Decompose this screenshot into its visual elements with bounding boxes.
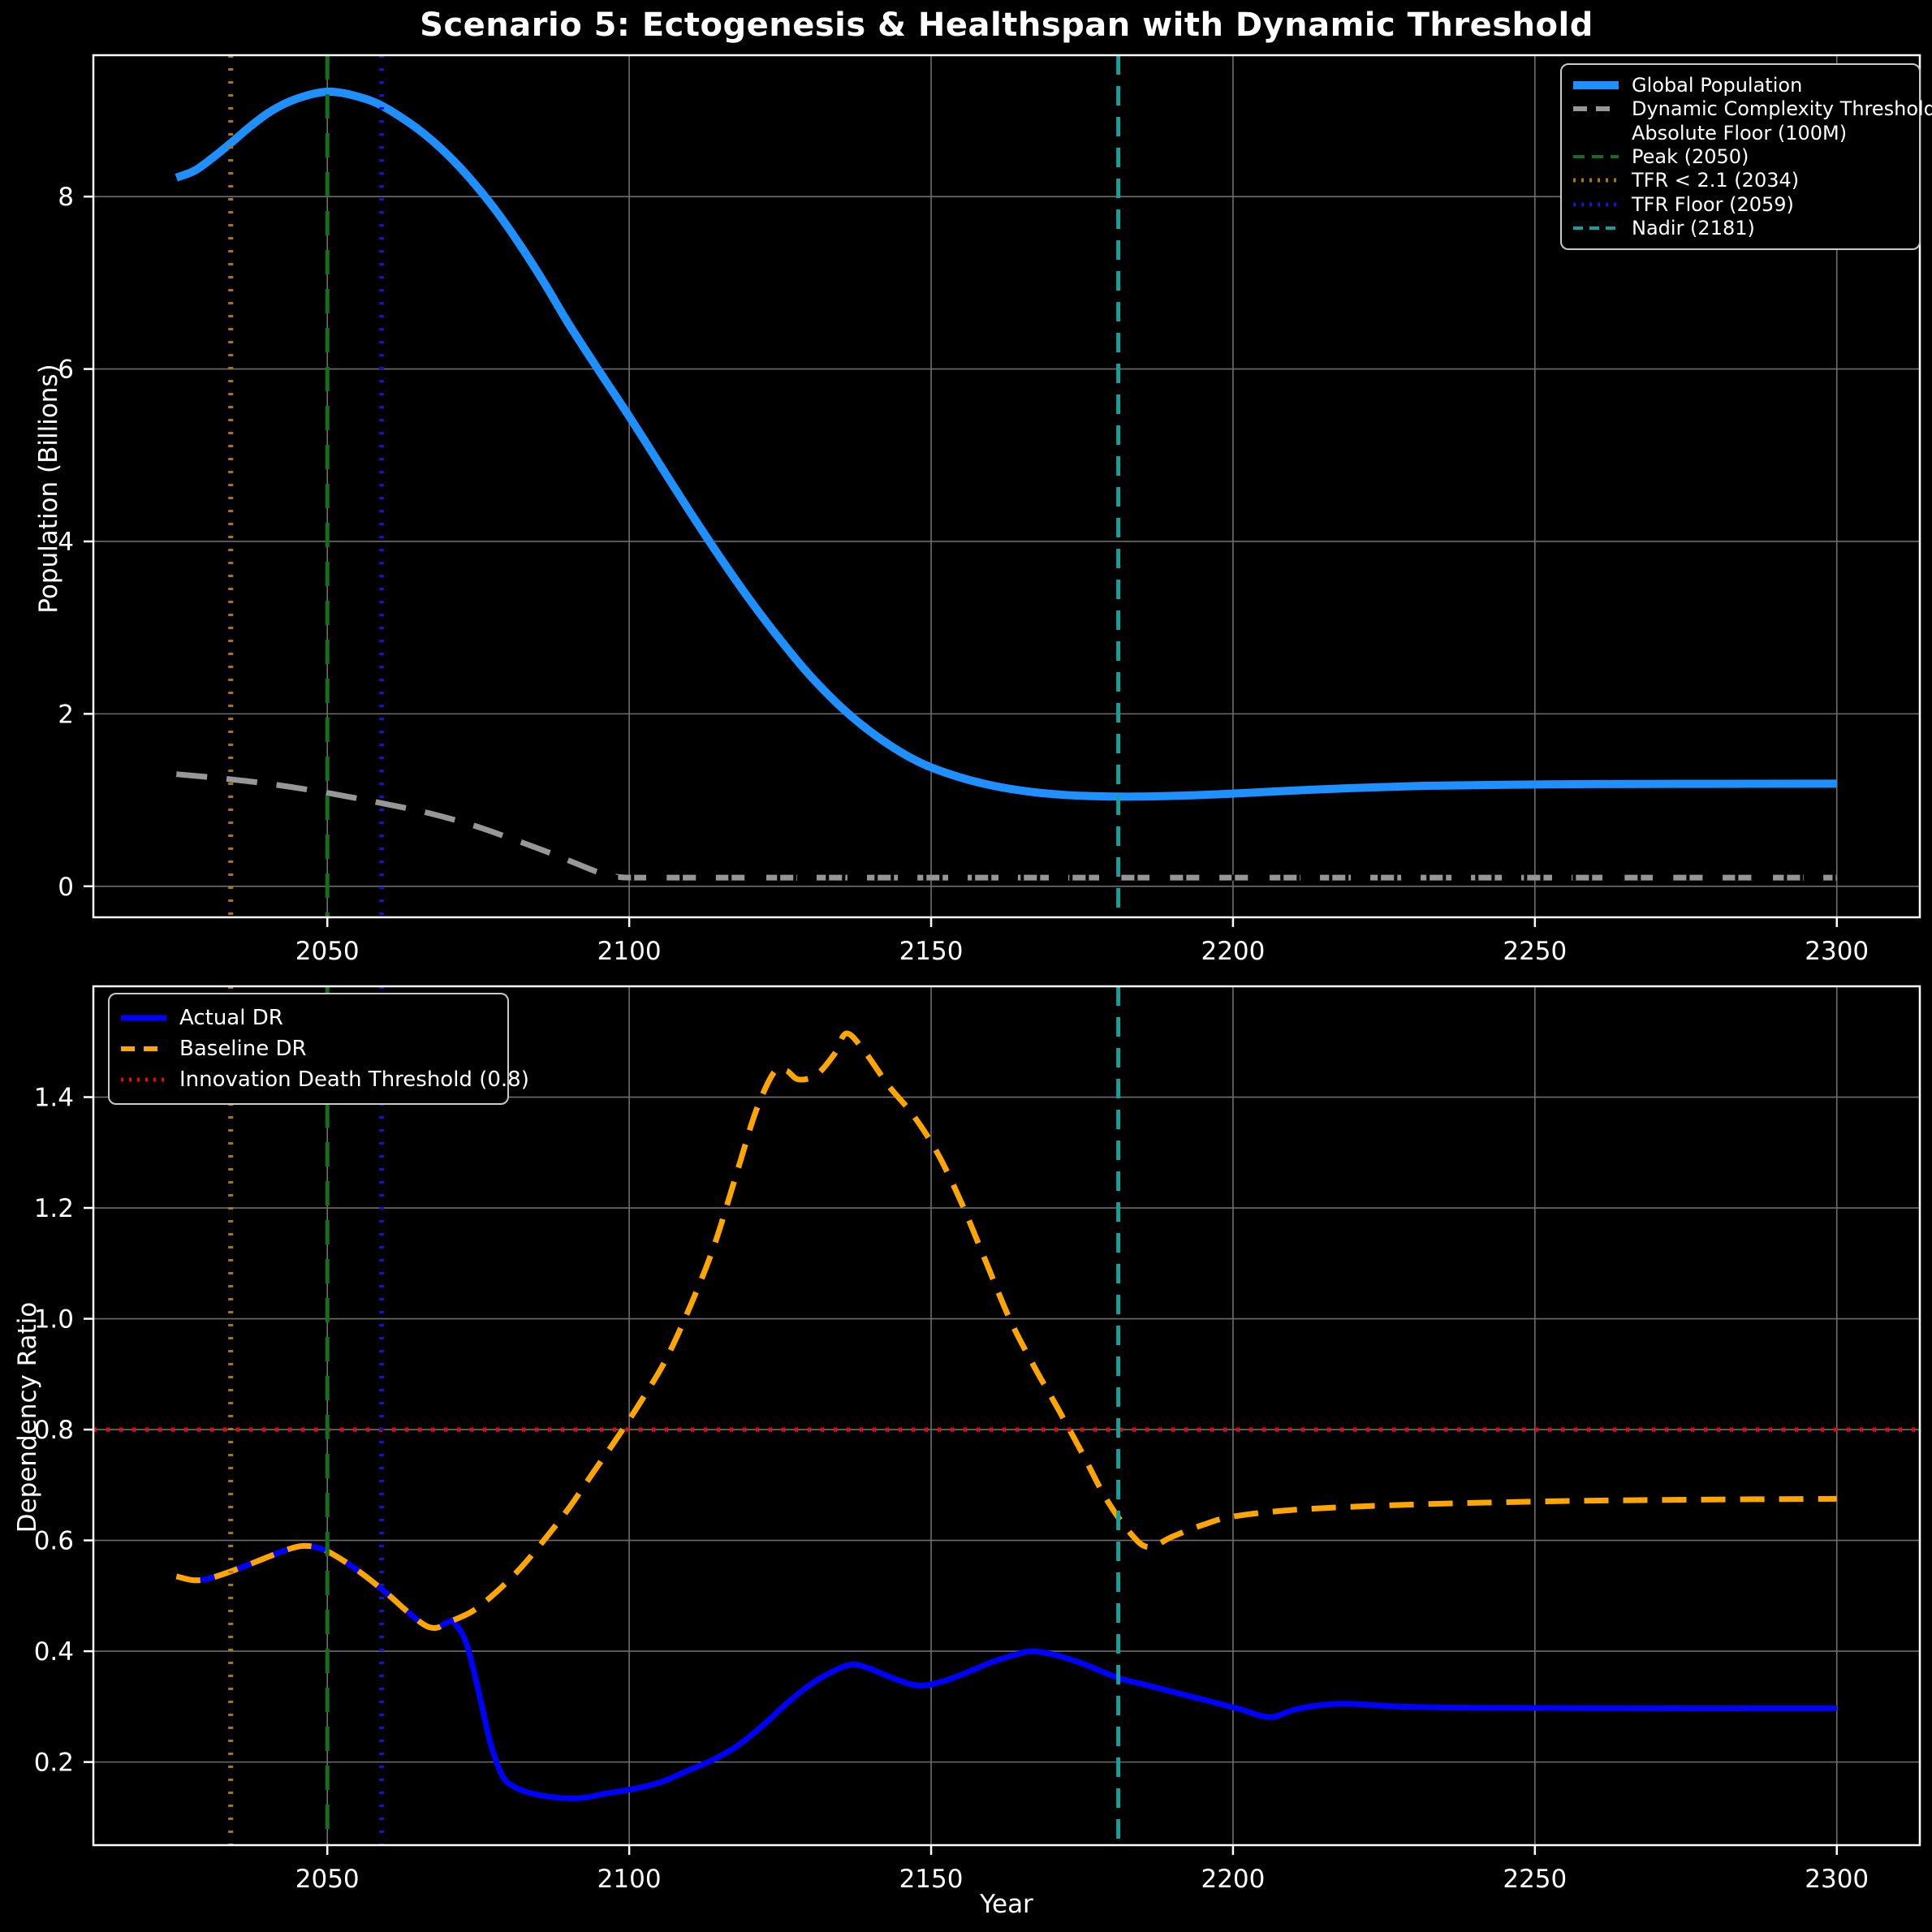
legend-item-tfr-floor-2059: TFR Floor (2059) [1573, 193, 1904, 216]
y-tick-label: 2 [58, 700, 74, 729]
legend-swatch-baseline-dr-icon [121, 1046, 166, 1051]
legend-item-nadir-2181: Nadir (2181) [1573, 217, 1904, 239]
y-tick-label: 4 [58, 528, 74, 557]
legend-label: Baseline DR [179, 1037, 307, 1061]
legend-swatch-absolute-floor-100m-icon [1573, 130, 1619, 136]
legend-label: Dynamic Complexity Threshold [1632, 97, 1932, 121]
legend-item-dynamic-complexity-threshold: Dynamic Complexity Threshold [1573, 97, 1932, 120]
legend-item-tfr-2-1-2034: TFR < 2.1 (2034) [1573, 169, 1904, 192]
x-tick-label: 2200 [1201, 937, 1265, 966]
x-tick-label: 2250 [1503, 1865, 1567, 1894]
legend-swatch-dynamic-complexity-threshold-icon [1573, 106, 1619, 112]
baseline-dr-line [175, 1030, 1837, 1632]
x-tick-label: 2150 [899, 937, 964, 966]
dynamic-complexity-threshold-line [175, 771, 1837, 881]
legend-swatch-global-population-icon [1573, 80, 1619, 89]
legend-label: TFR < 2.1 (2034) [1632, 169, 1800, 192]
bottom-y-axis-label: Dependency Ratio [13, 1301, 42, 1533]
y-tick-label: 1.4 [34, 1084, 74, 1113]
legend-item-absolute-floor-100m: Absolute Floor (100M) [1573, 122, 1904, 144]
y-tick-label: 0.4 [34, 1637, 74, 1667]
y-tick-label: 1.2 [34, 1194, 74, 1223]
chart-title: Scenario 5: Ectogenesis & Healthspan wit… [420, 6, 1593, 44]
x-tick-label: 2050 [295, 937, 360, 966]
y-tick-label: 0.6 [34, 1527, 74, 1556]
x-tick-label: 2300 [1805, 937, 1869, 966]
legend-swatch-tfr-floor-2059-icon [1573, 202, 1619, 207]
x-axis-label: Year [980, 1890, 1033, 1919]
x-tick-label: 2300 [1805, 1865, 1869, 1894]
x-tick-label: 2250 [1503, 937, 1567, 966]
legend-label: Global Population [1632, 73, 1803, 97]
y-tick-label: 8 [58, 183, 74, 212]
dependency-legend: Actual DR Baseline DR Innovation Death Thr… [108, 993, 529, 1105]
y-tick-label: 1.0 [34, 1305, 74, 1335]
x-tick-label: 2050 [295, 1865, 360, 1894]
legend-label: Absolute Floor (100M) [1632, 121, 1848, 144]
population-legend: Global Population Dynamic Complexity Thre… [1560, 63, 1932, 250]
top-y-axis-label: Population (Billions) [34, 364, 63, 614]
axes-spines [92, 54, 1921, 919]
legend-item-actual-dr: Actual DR [121, 1006, 493, 1030]
legend-swatch-peak-2050-icon [1573, 154, 1619, 158]
legend-swatch-tfr-2-1-2034-icon [1573, 178, 1619, 183]
y-tick-label: 0.8 [34, 1416, 74, 1445]
x-tick-label: 2100 [597, 1865, 662, 1894]
legend-label: Innovation Death Threshold (0.8) [179, 1067, 529, 1092]
legend-label: Peak (2050) [1632, 144, 1749, 168]
legend-item-baseline-dr: Baseline DR [121, 1037, 493, 1061]
legend-label: TFR Floor (2059) [1632, 192, 1794, 216]
x-tick-label: 2150 [899, 1865, 964, 1894]
y-tick-label: 0 [58, 873, 74, 902]
x-tick-label: 2100 [597, 937, 662, 966]
y-tick-label: 6 [58, 356, 74, 385]
legend-item-peak-2050: Peak (2050) [1573, 145, 1904, 168]
legend-label: Nadir (2181) [1632, 217, 1755, 240]
actual-dr-line [175, 1542, 1837, 1801]
y-tick-label: 0.2 [34, 1749, 74, 1778]
legend-item-innovation-death-threshold-0-8: Innovation Death Threshold (0.8) [121, 1067, 529, 1092]
x-tick-label: 2200 [1201, 1865, 1265, 1894]
legend-item-global-population: Global Population [1573, 74, 1904, 97]
global-population-line [175, 87, 1837, 801]
legend-swatch-innovation-death-threshold-0-8-icon [121, 1077, 166, 1082]
legend-swatch-actual-dr-icon [121, 1015, 166, 1021]
legend-swatch-nadir-2181-icon [1573, 226, 1619, 231]
legend-label: Actual DR [179, 1006, 283, 1030]
axes-spines [92, 985, 1921, 1847]
